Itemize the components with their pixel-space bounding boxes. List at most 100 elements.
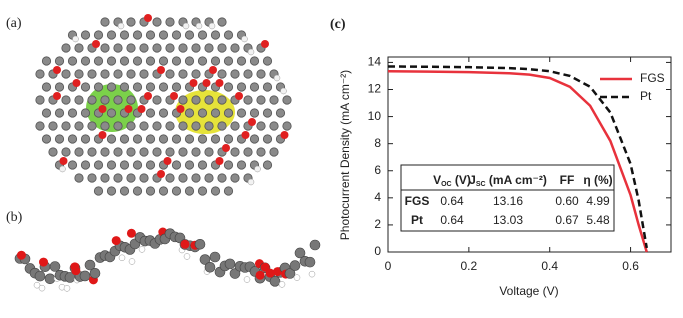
atom [145,30,156,40]
atom [236,56,247,66]
atom [210,186,221,196]
atom [41,134,52,144]
atom [67,160,78,170]
atom [132,30,143,40]
atom [262,108,273,118]
atom [182,22,190,30]
atom [132,56,143,66]
atom [144,14,152,22]
atom [139,173,149,183]
atom [170,92,178,100]
atom [178,147,188,157]
atom [236,82,247,92]
atom [180,239,190,249]
atom [230,147,240,157]
y-tick-label: 12 [368,82,382,96]
atom [41,82,52,92]
atom [132,82,143,92]
atom [80,30,91,40]
atom [111,236,121,246]
atom [87,173,97,183]
atom [275,108,286,118]
atom [138,246,146,253]
legend-label: Pt [640,89,652,103]
atom [100,69,110,79]
atom [139,43,149,53]
atom [59,157,68,165]
atom [35,121,45,131]
atom [191,95,201,105]
molecule-images [14,14,321,292]
atom [35,69,45,79]
atom [191,147,201,157]
y-tick-label: 8 [374,136,381,150]
table-header: FF [560,173,575,187]
atom [194,238,206,250]
atom [165,147,175,157]
atom [34,270,46,282]
atom [171,82,182,92]
atom [255,270,265,280]
atom [49,261,61,272]
atom [282,95,292,105]
atom [223,56,234,66]
atom [249,108,260,118]
atom [119,82,130,92]
atom [80,108,91,118]
atom [210,56,221,66]
dopant-blob [86,84,138,132]
table-header-part: SC [476,181,486,188]
atom [53,92,61,100]
table-header-part: J [469,173,476,187]
atom [152,121,162,131]
atom [106,186,117,196]
atom [100,173,110,183]
atom [230,173,240,183]
atom [54,134,65,144]
atom [236,160,247,170]
atom [53,66,61,74]
atom [165,121,175,131]
atom [118,254,126,262]
atom [100,43,110,53]
atom [139,147,149,157]
atom [229,268,241,279]
atom [61,147,71,157]
atom [217,17,227,27]
atom [144,92,152,100]
atom [208,22,216,30]
series-line [387,69,648,253]
atom [262,134,273,144]
plot-frame [387,56,672,253]
atom [178,69,188,79]
atom [178,121,188,131]
atom [217,173,227,183]
atom [209,66,217,74]
atom [119,160,130,170]
atom [38,284,46,292]
atom [243,95,253,105]
atom [63,285,71,292]
atom [87,147,97,157]
inset-table-frame [400,164,615,232]
x-tick-label: 0 [385,259,392,273]
atom [191,69,201,79]
atom [139,121,149,131]
atom [191,43,201,53]
atom [80,82,91,92]
atom [280,131,289,139]
atom [178,95,188,105]
atom [113,173,123,183]
atom [309,239,321,251]
atom [113,43,123,53]
atom [106,30,117,40]
atom [93,160,104,170]
atom [158,186,169,196]
table-cell: 13.03 [493,213,523,227]
table-cell: 13.16 [493,194,523,208]
legend-label: FGS [640,71,665,85]
atom [204,43,214,53]
atom [87,95,97,105]
atom [278,281,286,288]
atom [119,186,130,196]
